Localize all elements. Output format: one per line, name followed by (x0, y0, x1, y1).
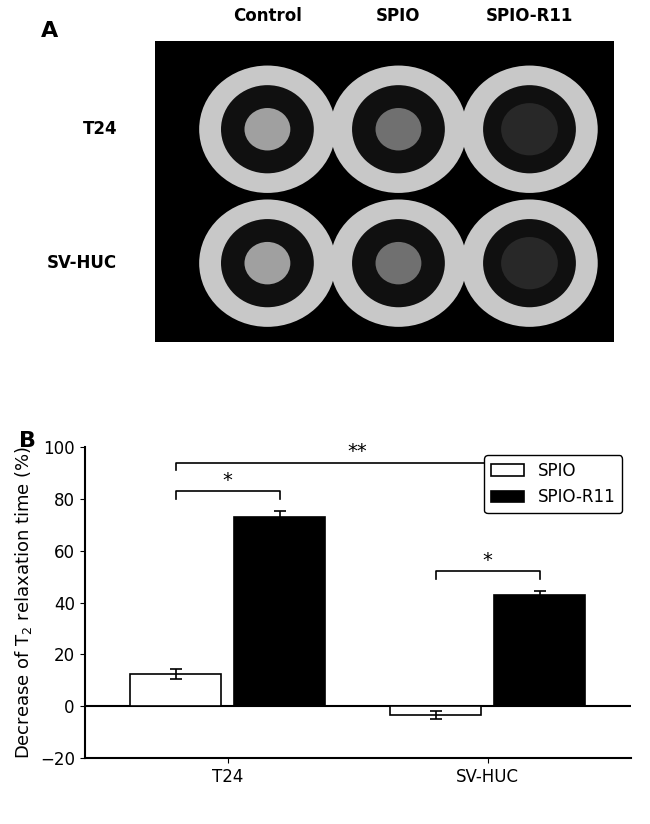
Ellipse shape (376, 108, 421, 151)
Text: SPIO: SPIO (376, 7, 421, 25)
Ellipse shape (501, 237, 558, 289)
Text: *: * (482, 551, 493, 570)
Ellipse shape (483, 219, 576, 307)
Ellipse shape (244, 242, 291, 284)
Bar (494, 595, 585, 706)
Ellipse shape (199, 199, 335, 327)
Text: A: A (41, 21, 58, 41)
Legend: SPIO, SPIO-R11: SPIO, SPIO-R11 (484, 456, 622, 513)
Ellipse shape (330, 199, 467, 327)
Text: *: * (222, 471, 233, 489)
Ellipse shape (199, 66, 335, 193)
Ellipse shape (483, 85, 576, 173)
Ellipse shape (244, 108, 291, 151)
Y-axis label: Decrease of T$_2$ relaxation time (%): Decrease of T$_2$ relaxation time (%) (13, 446, 34, 759)
Ellipse shape (221, 85, 314, 173)
Ellipse shape (462, 66, 598, 193)
Ellipse shape (330, 66, 467, 193)
Text: Control: Control (233, 7, 302, 25)
Text: **: ** (348, 442, 367, 461)
Ellipse shape (221, 219, 314, 307)
Ellipse shape (501, 103, 558, 156)
FancyBboxPatch shape (155, 41, 614, 342)
Ellipse shape (462, 199, 598, 327)
Text: SPIO-R11: SPIO-R11 (486, 7, 573, 25)
Bar (234, 517, 325, 706)
Text: SV-HUC: SV-HUC (47, 254, 117, 272)
Bar (390, 706, 481, 715)
Ellipse shape (352, 85, 445, 173)
Ellipse shape (376, 242, 421, 284)
Text: B: B (19, 432, 36, 452)
Ellipse shape (352, 219, 445, 307)
Bar (130, 674, 221, 706)
Text: T24: T24 (83, 120, 117, 138)
